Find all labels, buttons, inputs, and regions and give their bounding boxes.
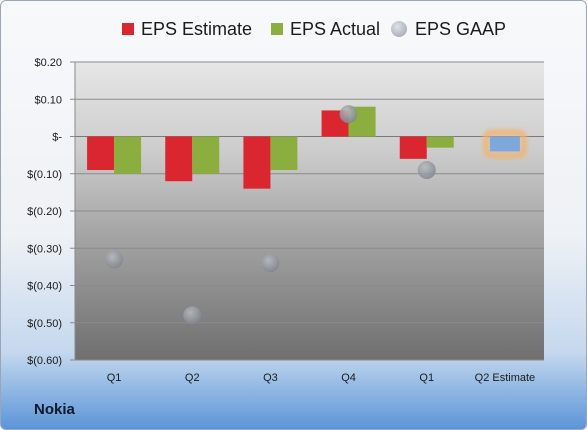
- legend-label-eps-gaap: EPS GAAP: [415, 18, 507, 39]
- company-name: Nokia: [34, 401, 75, 418]
- legend-item-eps-gaap: EPS GAAP: [391, 16, 506, 42]
- chart-legend: EPS Estimate EPS Actual EPS GAAP: [0, 16, 587, 42]
- x-tick-label: Q2 Estimate: [475, 372, 536, 384]
- estimate-highlight: [482, 129, 527, 159]
- bar: [114, 136, 142, 174]
- bar: [270, 136, 298, 171]
- y-tick-label: $-: [52, 132, 62, 144]
- x-tick-label: Q4: [341, 372, 356, 384]
- legend-label-eps-actual: EPS Actual: [290, 18, 381, 39]
- y-tick-label: $0.10: [34, 94, 62, 106]
- legend-label-eps-estimate: EPS Estimate: [141, 18, 253, 39]
- x-tick-label: Q3: [263, 372, 278, 384]
- gaap-point: [261, 254, 280, 273]
- legend-dot-eps-gaap: [391, 21, 407, 37]
- x-tick-label: Q1: [107, 372, 122, 384]
- y-tick-label: $(0.10): [27, 169, 62, 181]
- bar: [165, 136, 193, 182]
- x-tick-label: Q1: [419, 372, 434, 384]
- bar: [87, 136, 115, 171]
- legend-swatch-eps-estimate: [122, 23, 134, 35]
- legend-swatch-eps-actual: [271, 23, 283, 35]
- y-tick-label: $0.20: [34, 57, 62, 69]
- gaap-point: [183, 306, 202, 325]
- bar: [192, 136, 220, 174]
- y-tick-label: $(0.30): [27, 243, 62, 255]
- y-tick-label: $(0.50): [27, 318, 62, 330]
- y-tick-label: $(0.40): [27, 281, 62, 293]
- legend-item-eps-actual: EPS Actual: [271, 16, 380, 42]
- gaap-point: [339, 105, 358, 124]
- legend-item-eps-estimate: EPS Estimate: [122, 16, 252, 42]
- gaap-point: [105, 250, 124, 269]
- bar: [489, 136, 520, 152]
- bar: [399, 136, 427, 159]
- bar: [243, 136, 271, 189]
- gaap-point: [417, 161, 436, 180]
- y-tick-label: $(0.60): [27, 355, 62, 367]
- x-tick-label: Q2: [185, 372, 200, 384]
- bar: [426, 136, 454, 148]
- y-tick-label: $(0.20): [27, 206, 62, 218]
